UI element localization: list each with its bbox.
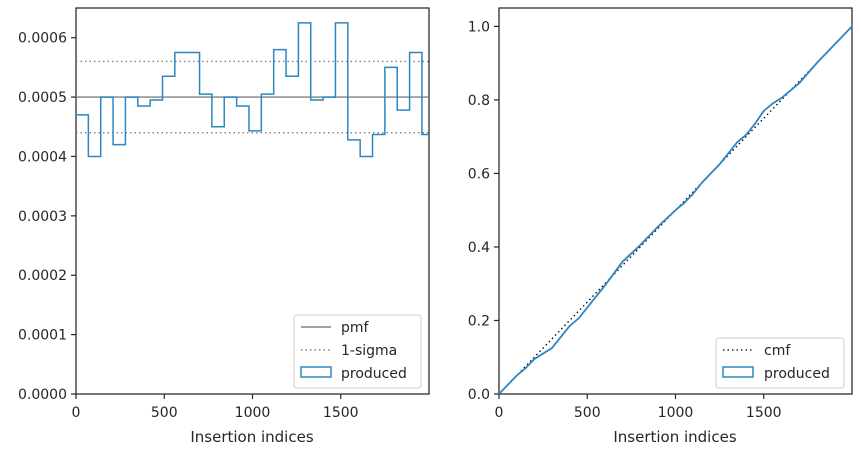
- left-ytick-label: 0.0000: [18, 387, 67, 403]
- x-axis-label: Insertion indices: [613, 428, 736, 446]
- left-xtick-label: 1500: [323, 405, 359, 421]
- left-ytick-label: 0.0004: [18, 149, 67, 165]
- plot-area-frame: [498, 7, 853, 395]
- right-ytick-label: 0.2: [468, 313, 490, 329]
- legend-box: [293, 314, 422, 389]
- left-ytick-label: 0.0002: [18, 268, 67, 284]
- y-axis: 0.0 0.2 0.4 0.6 0.8 1.0: [468, 19, 499, 403]
- x-axis-label: Insertion indices: [190, 428, 313, 446]
- right-xtick-label: 500: [574, 405, 601, 421]
- right-xtick-label: 0: [495, 405, 504, 421]
- right-ytick-label: 0.6: [468, 166, 490, 182]
- x-axis: 0 500 1000 1500: [495, 394, 782, 421]
- legend-cmf-label: cmf: [764, 343, 791, 359]
- right-xtick-label: 1000: [658, 405, 694, 421]
- legend-produced-swatch: [722, 366, 754, 378]
- left-xtick-label: 0: [72, 405, 81, 421]
- legend-pmf-label: pmf: [341, 320, 370, 336]
- right-ytick-label: 0.0: [468, 387, 490, 403]
- produced-cumulative: [498, 25, 853, 395]
- right-ytick-label: 1.0: [468, 19, 490, 35]
- left-xtick-label: 1000: [235, 405, 271, 421]
- legend-box: [715, 337, 845, 389]
- left-xtick-label: 500: [151, 405, 178, 421]
- legend: pmf 1-sigma produced: [293, 314, 422, 389]
- produced-histogram: [76, 22, 429, 158]
- left-ytick-label: 0.0003: [18, 209, 67, 225]
- legend: cmf produced: [715, 337, 845, 389]
- legend-produced-swatch: [300, 366, 332, 378]
- right-ytick-label: 0.8: [468, 93, 490, 109]
- right-ytick-label: 0.4: [468, 240, 490, 256]
- x-axis: 0 500 1000 1500: [72, 394, 359, 421]
- histogram-panel: 0.0000 0.0001 0.0002 0.0003 0.0004 0.0005 0.00…: [18, 7, 430, 446]
- legend-produced-label: produced: [341, 366, 407, 382]
- left-ytick-label: 0.0005: [18, 90, 67, 106]
- y-axis: 0.0000 0.0001 0.0002 0.0003 0.0004 0.0005 0.00…: [18, 31, 76, 403]
- legend-sigma-label: 1-sigma: [341, 343, 397, 359]
- right-xtick-label: 1500: [746, 405, 782, 421]
- cumulative-panel: 0.0 0.2 0.4 0.6 0.8 1.0 0 500 1000 1500 Insertio…: [468, 7, 853, 446]
- left-ytick-label: 0.0006: [18, 31, 67, 47]
- legend-produced-label: produced: [764, 366, 830, 382]
- left-ytick-label: 0.0001: [18, 328, 67, 344]
